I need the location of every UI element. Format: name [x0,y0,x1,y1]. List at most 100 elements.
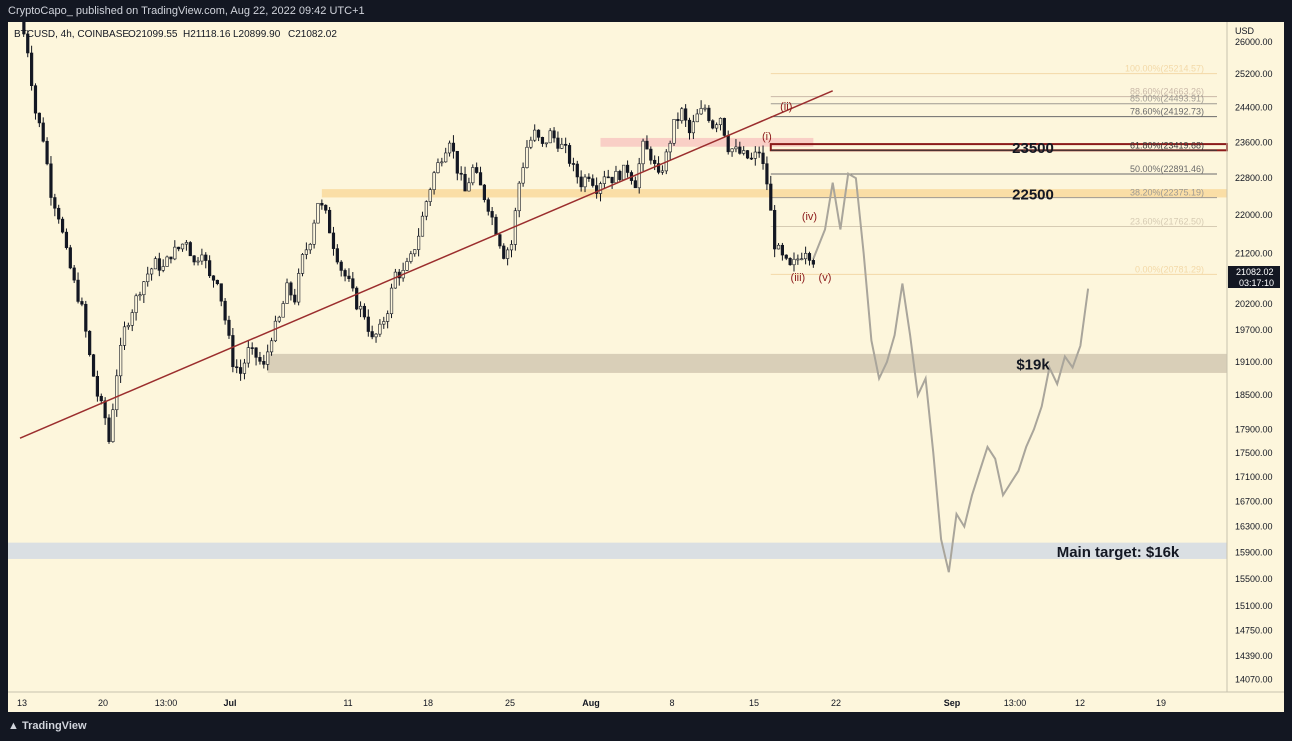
candle-body [68,247,72,269]
candle-body [536,129,541,138]
price-tick: 17900.00 [1235,424,1273,434]
candle-body [49,163,53,198]
candle-body [699,108,703,115]
candle-body [517,182,521,212]
time-tick: 11 [343,698,352,708]
fib-label-1: 88.60%(24663.26) [1130,87,1204,97]
price-tick: 15500.00 [1235,574,1273,584]
candle-body [335,248,339,263]
candle-body [119,345,123,377]
candle-body [792,258,796,266]
candle-body [687,119,692,134]
current-price-tag [1228,266,1280,288]
candle-body [157,258,161,271]
price-tick: 26000.00 [1235,37,1273,47]
time-tick: 13:00 [155,698,178,708]
candle-body [444,152,448,163]
candle-body [680,108,684,122]
candle-body [753,151,757,159]
candle-body [691,121,695,134]
candle-body [788,258,792,266]
candle-body [703,107,707,110]
candle-body [88,330,92,355]
candle-body [153,258,158,270]
candle-body [200,254,204,262]
fib-label-4: 61.80%(23419.68) [1130,140,1204,150]
candle-body [107,417,111,442]
candle-body [765,163,769,185]
candle-body [273,320,278,342]
candle-body [529,139,533,148]
fib-label-3: 78.60%(24192.73) [1130,107,1204,117]
candle-body [184,242,189,245]
candle-body [180,243,185,250]
candle-body [633,180,637,189]
candle-body [37,112,41,124]
chart-frame[interactable]: 100.00%(25214.57) 88.60%(24663.26) 85.00%(… [8,13,1284,712]
ohlc-close: C21082.02 [288,29,337,40]
candle-body [486,199,490,212]
price-chart[interactable]: 100.00%(25214.57) 88.60%(24663.26)85.00%(… [8,13,1284,712]
footer-bar: ▲ TradingView [0,714,1292,741]
time-tick: 12 [1075,698,1085,708]
candle-body [95,376,99,397]
candle-body [506,249,510,259]
candle-body [637,163,641,189]
candle-body [420,215,425,237]
candle-body [320,202,324,206]
time-tick: 13:00 [1004,698,1027,708]
time-tick: 8 [669,698,674,708]
candle-body [266,351,270,365]
candle-body [482,184,487,201]
candle-body [188,242,192,257]
candle-body [602,176,606,184]
candle-body [509,244,514,251]
candle-body [161,266,165,271]
time-tick: 18 [423,698,433,708]
time-tick: Jul [223,698,236,708]
candle-body [211,275,216,281]
price-tick: 22800.00 [1235,173,1273,183]
wave-label-4: (v) [819,272,832,284]
current-price: 21082.02 [1236,267,1274,277]
candle-body [370,331,374,338]
candle-body [235,366,239,369]
price-tick: 16700.00 [1235,496,1273,506]
candle-body [742,150,746,154]
candle-body [521,167,525,184]
candle-body [223,300,227,321]
fib-retracement: 100.00%(25214.57) 88.60%(24663.26)85.00%(… [770,64,1217,275]
candle-body [285,282,289,304]
candle-body [57,207,61,220]
candle-body [289,282,293,296]
candle-body [800,258,804,261]
candle-body [99,395,103,402]
candle-body [378,323,382,335]
candle-body [807,253,812,261]
candle-body [366,316,370,332]
candle-body [722,117,726,136]
candle-body [297,273,301,303]
candle-body [645,140,649,150]
candle-body [653,159,657,164]
candle-body [749,157,754,160]
candle-body [730,148,734,153]
candle-body [591,178,595,186]
candle-body [53,197,57,209]
candle-body [463,173,467,192]
candle-body [142,281,146,296]
candle-body [76,279,80,302]
zone-label-0: 23500 [1012,140,1054,157]
time-tick: Aug [582,698,600,708]
tradingview-logo[interactable]: ▲ TradingView [8,720,87,732]
candle-body [544,142,548,145]
fib-label-7: 23.60%(21762.50) [1130,217,1204,227]
candle-body [254,347,258,358]
candle-body [478,172,483,186]
candle-body [231,335,235,368]
candle-body [238,367,243,374]
candle-body [126,325,130,328]
price-axis: 26000.00 25200.00 24400.00 23600.00 22800.00… [1235,37,1273,685]
price-tick: 24400.00 [1235,103,1273,113]
time-axis: 13 20 13:00 Jul 11 18 25 Aug 8 15 22 Sep 13:00 12 19 [17,698,1166,708]
